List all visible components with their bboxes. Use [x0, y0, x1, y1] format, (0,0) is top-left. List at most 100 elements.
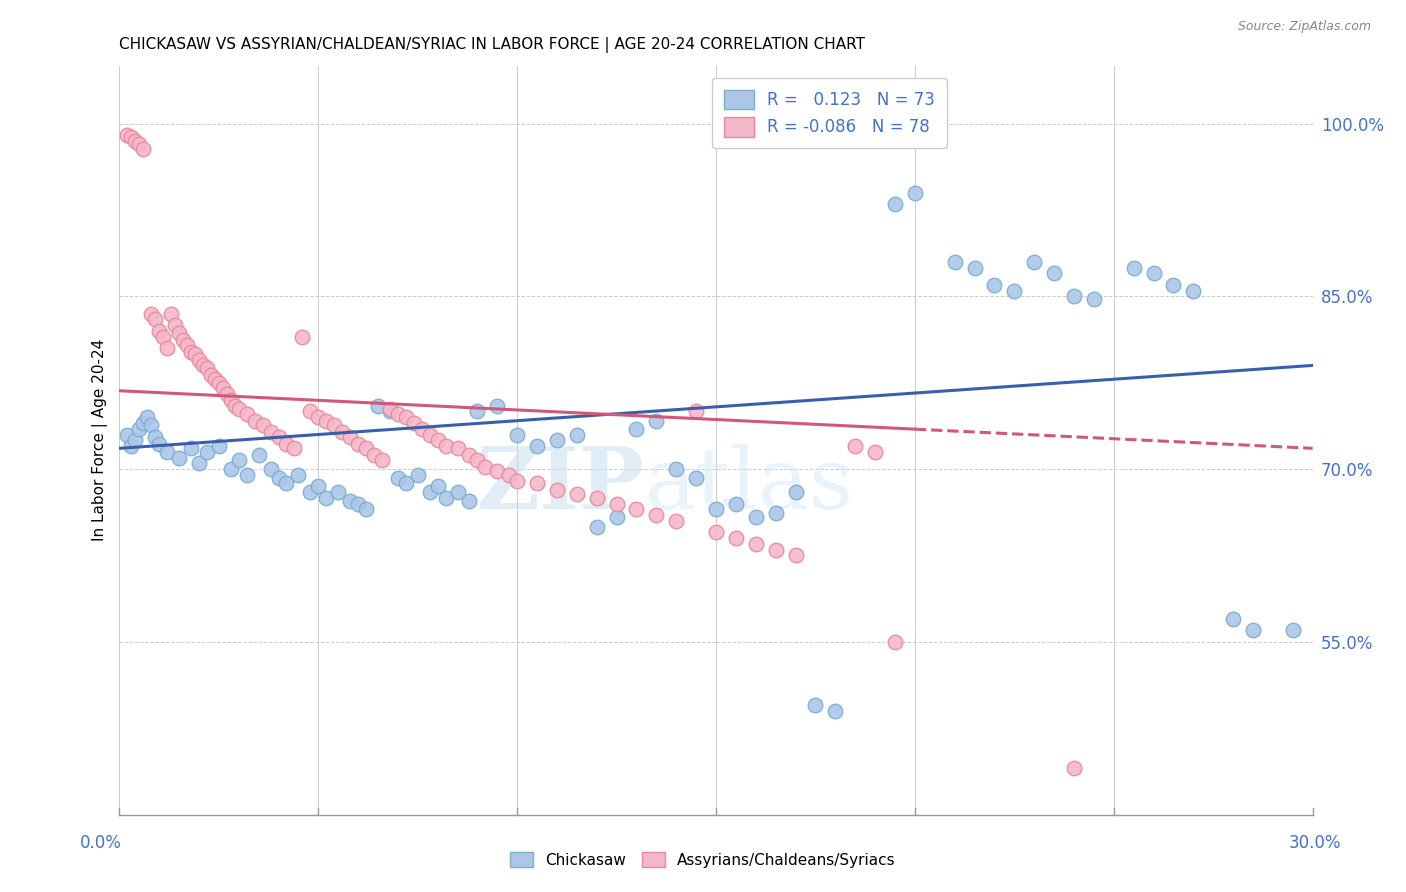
- Point: [426, 434, 449, 448]
- Point: [180, 344, 202, 359]
- Point: [565, 427, 588, 442]
- Point: [172, 333, 194, 347]
- Point: [128, 422, 150, 436]
- Point: [863, 444, 886, 458]
- Point: [165, 318, 187, 332]
- Point: [844, 439, 866, 453]
- Point: [219, 462, 242, 476]
- Point: [204, 372, 226, 386]
- Point: [585, 519, 607, 533]
- Point: [585, 491, 607, 505]
- Point: [884, 197, 907, 211]
- Point: [446, 442, 468, 456]
- Point: [184, 347, 207, 361]
- Point: [387, 407, 409, 421]
- Point: [1083, 292, 1105, 306]
- Point: [1122, 260, 1144, 275]
- Point: [180, 442, 202, 456]
- Point: [267, 430, 290, 444]
- Point: [1043, 266, 1066, 280]
- Point: [148, 436, 170, 450]
- Point: [176, 337, 198, 351]
- Point: [526, 475, 548, 490]
- Point: [1182, 284, 1205, 298]
- Point: [546, 434, 568, 448]
- Point: [434, 439, 457, 453]
- Point: [724, 531, 747, 545]
- Point: [458, 494, 481, 508]
- Point: [235, 407, 257, 421]
- Point: [1024, 254, 1046, 268]
- Point: [141, 418, 163, 433]
- Point: [363, 448, 385, 462]
- Point: [419, 485, 441, 500]
- Point: [884, 635, 907, 649]
- Point: [983, 277, 1005, 292]
- Point: [247, 448, 270, 462]
- Point: [339, 430, 361, 444]
- Point: [315, 491, 337, 505]
- Point: [785, 485, 807, 500]
- Point: [259, 462, 281, 476]
- Point: [287, 467, 309, 482]
- Point: [208, 439, 231, 453]
- Point: [191, 359, 214, 373]
- Point: [467, 453, 489, 467]
- Point: [200, 368, 222, 382]
- Point: [195, 360, 218, 375]
- Point: [378, 402, 401, 417]
- Point: [219, 392, 242, 407]
- Point: [117, 427, 139, 442]
- Text: CHICKASAW VS ASSYRIAN/CHALDEAN/SYRIAC IN LABOR FORCE | AGE 20-24 CORRELATION CHA: CHICKASAW VS ASSYRIAN/CHALDEAN/SYRIAC IN…: [120, 37, 866, 54]
- Point: [626, 422, 648, 436]
- Text: ZIP: ZIP: [477, 443, 644, 527]
- Point: [395, 410, 418, 425]
- Point: [474, 459, 496, 474]
- Point: [259, 425, 281, 440]
- Point: [765, 506, 787, 520]
- Point: [160, 307, 183, 321]
- Point: [128, 137, 150, 152]
- Point: [745, 537, 768, 551]
- Point: [406, 467, 429, 482]
- Point: [526, 439, 548, 453]
- Point: [1063, 762, 1085, 776]
- Point: [188, 456, 211, 470]
- Point: [458, 448, 481, 462]
- Point: [156, 444, 179, 458]
- Point: [228, 402, 250, 417]
- Point: [467, 404, 489, 418]
- Point: [120, 439, 142, 453]
- Point: [307, 410, 329, 425]
- Point: [117, 128, 139, 142]
- Point: [143, 430, 166, 444]
- Point: [339, 494, 361, 508]
- Point: [347, 497, 370, 511]
- Point: [446, 485, 468, 500]
- Point: [228, 453, 250, 467]
- Point: [665, 462, 688, 476]
- Point: [765, 542, 787, 557]
- Point: [645, 414, 668, 428]
- Point: [785, 549, 807, 563]
- Point: [804, 698, 827, 713]
- Point: [378, 404, 401, 418]
- Point: [195, 444, 218, 458]
- Point: [506, 427, 529, 442]
- Text: atlas: atlas: [644, 443, 853, 527]
- Point: [167, 326, 190, 340]
- Point: [645, 508, 668, 522]
- Point: [367, 399, 389, 413]
- Point: [132, 416, 155, 430]
- Text: 0.0%: 0.0%: [80, 834, 122, 852]
- Point: [188, 352, 211, 367]
- Point: [354, 502, 377, 516]
- Point: [276, 475, 298, 490]
- Point: [1063, 289, 1085, 303]
- Point: [224, 399, 246, 413]
- Point: [402, 416, 425, 430]
- Point: [724, 497, 747, 511]
- Point: [124, 434, 146, 448]
- Point: [299, 404, 322, 418]
- Point: [276, 436, 298, 450]
